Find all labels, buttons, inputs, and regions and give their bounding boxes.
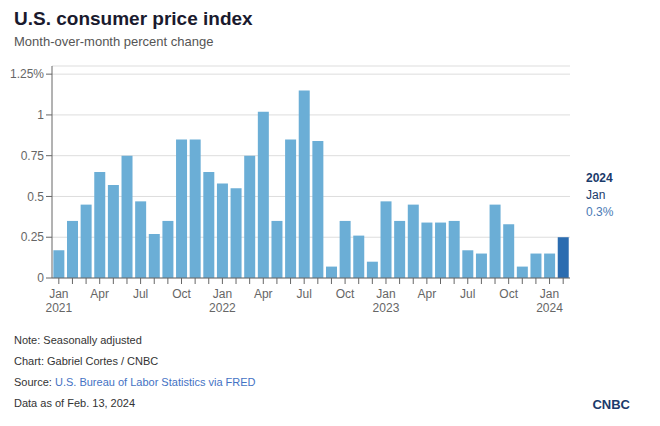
svg-text:Apr: Apr [418, 287, 437, 301]
html-text:U.S. consumer price index: U.S. consumer price index [14, 8, 253, 29]
svg-text:Jul: Jul [133, 287, 148, 301]
html-text:Month-over-month percent chang: Month-over-month percent change [14, 34, 214, 49]
svg-text:1: 1 [37, 108, 44, 122]
html-text:0.3%: 0.3% [586, 205, 614, 219]
svg-text:Jan2024: Jan2024 [536, 287, 563, 315]
svg-text:Jan2023: Jan2023 [373, 287, 400, 315]
html-text:Source: U.S. Bureau of Labor S: Source: U.S. Bureau of Labor Statistics … [14, 376, 256, 388]
svg-text:Apr: Apr [254, 287, 273, 301]
svg-text:Oct: Oct [336, 287, 355, 301]
svg-text:Apr: Apr [90, 287, 109, 301]
svg-text:0: 0 [37, 271, 44, 285]
svg-text:0.25: 0.25 [21, 230, 45, 244]
svg-text:0.75: 0.75 [21, 149, 45, 163]
svg-text:1.25%: 1.25% [10, 67, 44, 81]
html-text:Jan: Jan [586, 188, 606, 202]
svg-text:0.5: 0.5 [27, 190, 44, 204]
html-text:Chart: Gabriel Cortes / CNBC: Chart: Gabriel Cortes / CNBC [14, 355, 159, 367]
svg-text:Oct: Oct [499, 287, 518, 301]
svg-text:Jan2021: Jan2021 [45, 287, 72, 315]
svg-text:Jan2022: Jan2022 [209, 287, 236, 315]
html-text:Data as of Feb. 13, 2024: Data as of Feb. 13, 2024 [14, 397, 136, 409]
html-text:Note: Seasonally adjusted: Note: Seasonally adjusted [14, 334, 142, 346]
svg-text:Jul: Jul [297, 287, 312, 301]
svg-text:Oct: Oct [172, 287, 191, 301]
html-text:CNBC: CNBC [592, 397, 630, 412]
html-text:2024: 2024 [586, 171, 613, 185]
svg-text:Jul: Jul [460, 287, 475, 301]
